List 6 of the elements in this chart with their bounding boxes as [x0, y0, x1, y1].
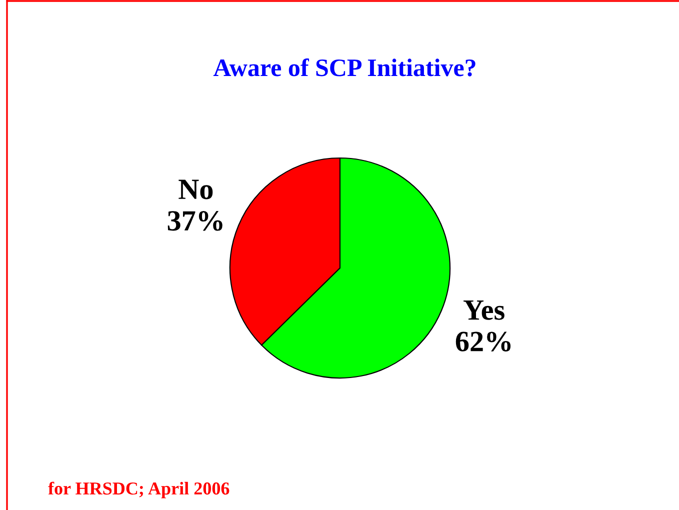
data-label: 37%	[168, 211, 222, 231]
text: for HRSDC; April 2006	[48, 482, 230, 498]
chart-title: Aware of SCP Initiative?	[213, 58, 476, 76]
slice-label: Yes	[464, 300, 504, 320]
data-label: 62%	[456, 332, 511, 352]
slice-label: No	[178, 180, 213, 200]
